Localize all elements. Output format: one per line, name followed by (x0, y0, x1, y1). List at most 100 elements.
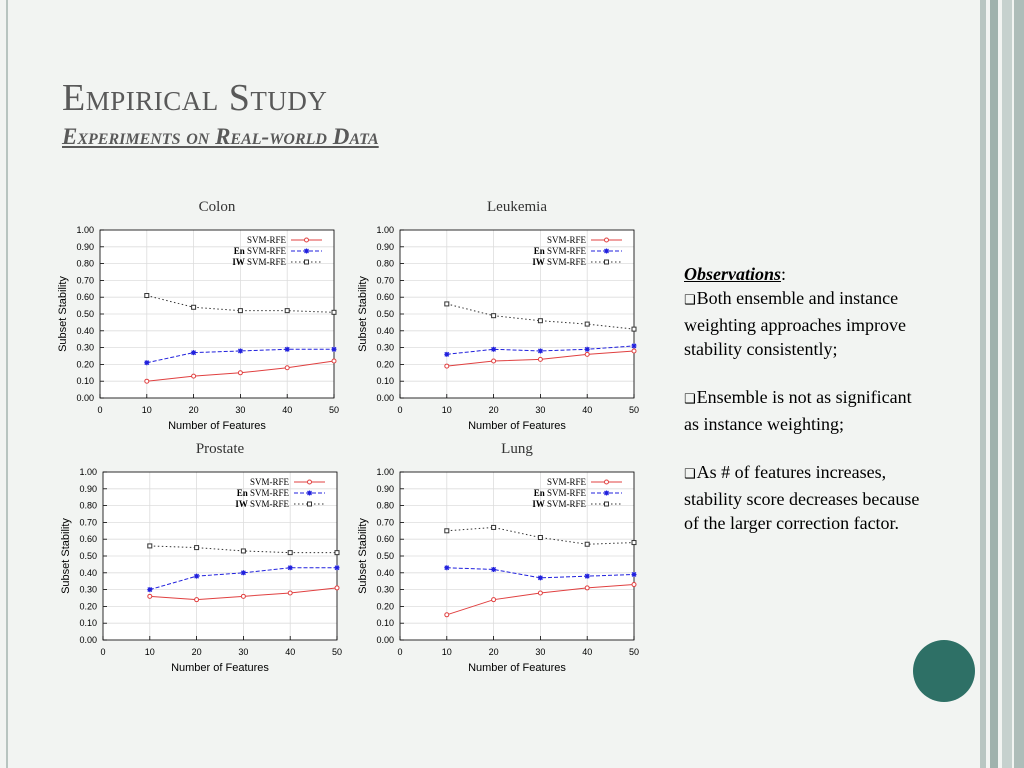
data-point (631, 326, 637, 332)
data-point (584, 541, 590, 547)
data-point (631, 582, 637, 588)
x-tick-label: 10 (145, 647, 155, 657)
data-point (537, 535, 543, 541)
x-tick-label: 20 (489, 405, 499, 415)
data-point (287, 590, 293, 596)
x-tick-label: 50 (329, 405, 339, 415)
y-tick-label: 0.40 (79, 568, 97, 578)
data-point (491, 358, 497, 364)
data-point (444, 612, 450, 618)
data-point (491, 566, 497, 572)
x-tick-label: 40 (285, 647, 295, 657)
series-line (149, 545, 337, 554)
y-tick-label: 0.30 (376, 585, 394, 595)
data-point (604, 237, 609, 243)
data-point (584, 321, 590, 327)
x-tick-label: 40 (582, 647, 592, 657)
y-tick-label: 0.60 (79, 534, 97, 544)
observation-text: Both ensemble and instance weighting app… (684, 288, 906, 359)
y-tick-label: 0.90 (376, 484, 394, 494)
y-tick-label: 0.70 (76, 275, 94, 285)
legend-label: SVM-RFE (250, 477, 290, 487)
y-tick-label: 0.00 (79, 635, 97, 645)
slide-frame-stripe (990, 0, 998, 768)
x-tick-label: 20 (192, 647, 202, 657)
data-point (631, 571, 637, 577)
legend-label: IW SVM-RFE (532, 257, 586, 267)
x-axis-label: Number of Features (468, 420, 566, 432)
chart-title: Colon (199, 199, 236, 215)
y-tick-label: 0.70 (376, 275, 394, 285)
x-axis-label: Number of Features (168, 420, 266, 432)
data-point (537, 318, 543, 324)
data-point (584, 573, 590, 579)
y-tick-label: 0.00 (76, 393, 94, 403)
data-point (584, 346, 590, 352)
slide-frame-stripe (980, 0, 986, 768)
data-point (147, 593, 153, 599)
data-point (631, 540, 637, 546)
legend-label: IW SVM-RFE (235, 499, 289, 509)
y-tick-label: 0.20 (376, 601, 394, 611)
data-point (147, 587, 153, 593)
y-tick-label: 0.00 (376, 635, 394, 645)
legend-label: En SVM-RFE (534, 246, 587, 256)
data-point (604, 259, 609, 265)
data-point (444, 363, 450, 369)
observation-item: ❑Both ensemble and instance weighting ap… (684, 286, 924, 361)
y-tick-label: 0.90 (76, 242, 94, 252)
data-point (537, 348, 543, 354)
observations-heading: Observations (684, 264, 782, 284)
y-tick-label: 0.60 (376, 534, 394, 544)
y-tick-label: 0.50 (76, 309, 94, 319)
x-tick-label: 30 (535, 405, 545, 415)
series-line (149, 567, 337, 591)
data-point (284, 308, 290, 314)
chart-prostate: 0.00 0.10 0.20 0.30 0.40 0.50 0.60 0.70 0.80 0.90… (60, 441, 342, 674)
y-tick-label: 0.80 (76, 259, 94, 269)
observations-heading-line: Observations: (684, 262, 924, 286)
x-tick-label: 40 (282, 405, 292, 415)
chart-colon: 0.00 0.10 0.20 0.30 0.40 0.50 0.60 0.70 0.80 0.90… (57, 199, 339, 432)
data-point (304, 259, 309, 265)
x-tick-label: 10 (442, 405, 452, 415)
slide-subtitle: Experiments on Real-world Data (62, 124, 379, 149)
data-point (334, 565, 340, 571)
x-tick-label: 20 (489, 647, 499, 657)
slide-title: Empirical Study (62, 77, 328, 119)
legend-label: SVM-RFE (547, 477, 587, 487)
x-tick-label: 40 (582, 405, 592, 415)
legend-label: IW SVM-RFE (532, 499, 586, 509)
plot-frame (399, 229, 635, 399)
data-point (240, 548, 246, 554)
data-point (191, 350, 197, 356)
y-tick-label: 0.50 (79, 551, 97, 561)
slide-frame-left (6, 0, 8, 768)
data-point (144, 293, 150, 299)
y-tick-label: 0.60 (76, 292, 94, 302)
x-axis-label: Number of Features (468, 662, 566, 674)
x-tick-label: 50 (629, 405, 639, 415)
charts-grid: 0.00 0.10 0.20 0.30 0.40 0.50 0.60 0.70 0.80 0.90… (57, 199, 639, 674)
data-point (284, 365, 290, 371)
series-line (446, 303, 635, 330)
data-point (287, 550, 293, 556)
x-tick-label: 0 (397, 647, 402, 657)
data-point (334, 550, 340, 556)
legend-label: SVM-RFE (247, 235, 287, 245)
plot-frame (399, 471, 635, 641)
data-point (537, 590, 543, 596)
legend-label: En SVM-RFE (237, 488, 290, 498)
data-point (631, 348, 637, 354)
x-tick-label: 0 (100, 647, 105, 657)
data-point (444, 528, 450, 534)
checkbox-bullet-icon: ❑ (684, 293, 696, 308)
x-tick-label: 50 (629, 647, 639, 657)
data-point (604, 490, 609, 496)
x-tick-label: 10 (142, 405, 152, 415)
data-point (444, 301, 450, 307)
y-tick-label: 0.80 (79, 501, 97, 511)
data-point (604, 248, 609, 254)
y-tick-label: 0.70 (376, 517, 394, 527)
data-point (584, 585, 590, 591)
